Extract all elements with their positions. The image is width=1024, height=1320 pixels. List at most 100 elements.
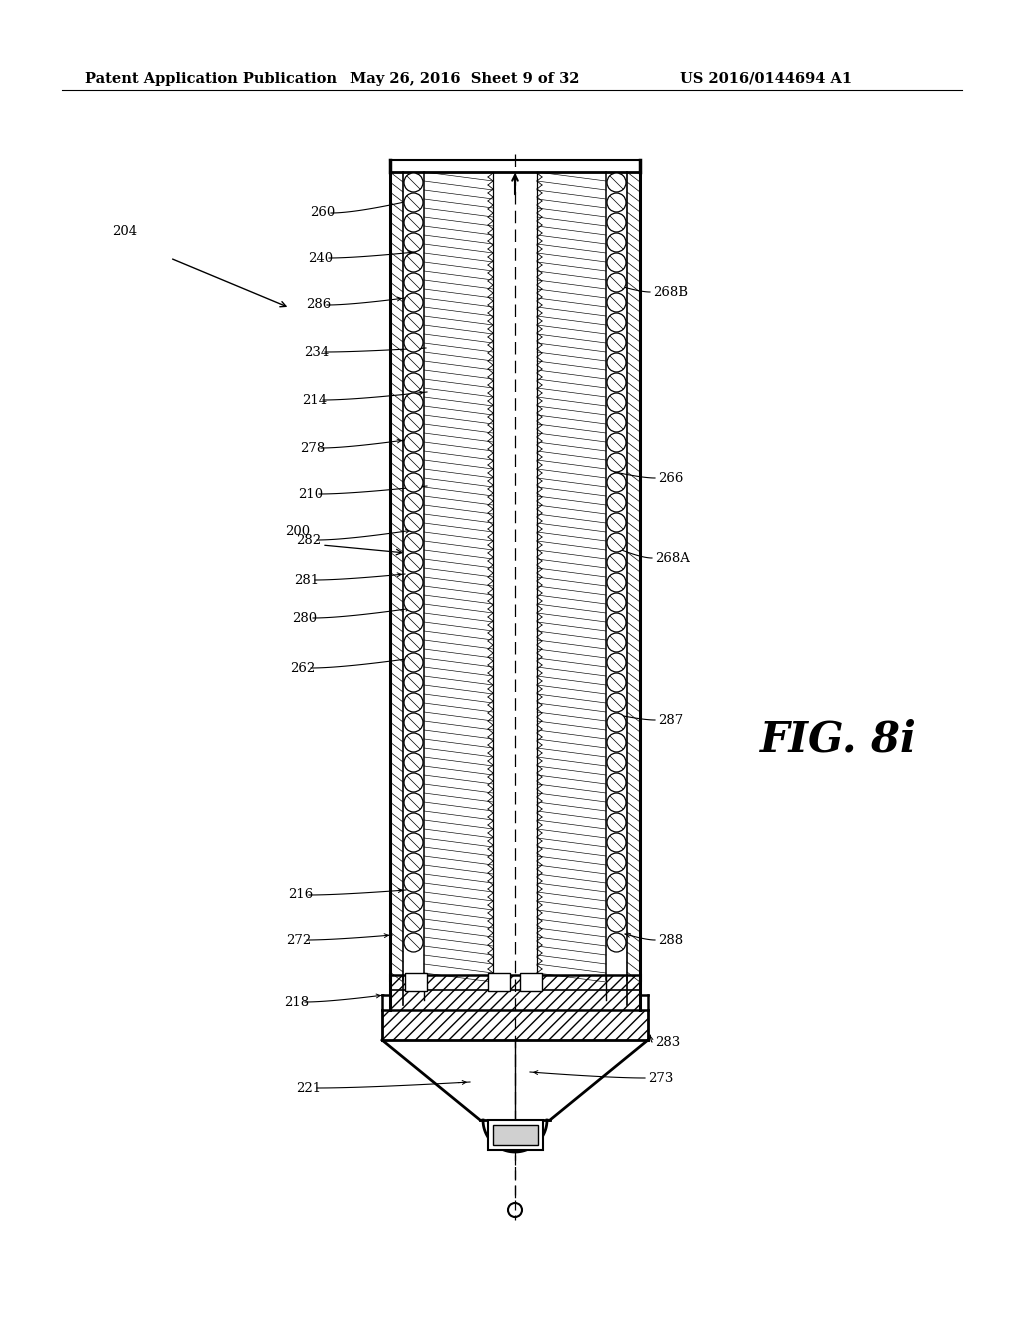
Text: 278: 278 (300, 441, 326, 454)
Circle shape (607, 433, 626, 451)
Text: 280: 280 (292, 611, 317, 624)
Circle shape (607, 612, 626, 632)
Circle shape (607, 533, 626, 552)
Circle shape (404, 293, 423, 312)
Circle shape (607, 913, 626, 932)
Circle shape (607, 894, 626, 912)
Circle shape (607, 234, 626, 252)
Circle shape (607, 752, 626, 772)
Circle shape (607, 273, 626, 292)
Circle shape (404, 492, 423, 512)
Circle shape (607, 634, 626, 652)
Bar (520, 973, 542, 991)
Text: FIG. 8i: FIG. 8i (760, 719, 916, 762)
Circle shape (607, 693, 626, 711)
Circle shape (607, 313, 626, 333)
Circle shape (607, 453, 626, 473)
Circle shape (607, 333, 626, 352)
Bar (488, 1119, 543, 1150)
Circle shape (607, 293, 626, 312)
Circle shape (404, 193, 423, 213)
Circle shape (404, 393, 423, 412)
Text: US 2016/0144694 A1: US 2016/0144694 A1 (680, 73, 852, 86)
Text: 216: 216 (288, 888, 313, 902)
Circle shape (404, 213, 423, 232)
Circle shape (607, 553, 626, 572)
Circle shape (607, 393, 626, 412)
Bar (488, 973, 510, 991)
Circle shape (607, 573, 626, 591)
Text: 268B: 268B (653, 285, 688, 298)
Text: 214: 214 (302, 393, 327, 407)
Circle shape (607, 873, 626, 892)
Circle shape (404, 913, 423, 932)
Circle shape (607, 492, 626, 512)
Circle shape (607, 193, 626, 213)
Circle shape (404, 352, 423, 372)
Circle shape (404, 234, 423, 252)
Bar (493, 1125, 538, 1144)
Circle shape (607, 513, 626, 532)
Circle shape (404, 173, 423, 191)
Circle shape (404, 533, 423, 552)
Circle shape (404, 693, 423, 711)
Text: Patent Application Publication: Patent Application Publication (85, 73, 337, 86)
Circle shape (607, 813, 626, 832)
Circle shape (404, 653, 423, 672)
Text: 240: 240 (308, 252, 333, 264)
Circle shape (404, 433, 423, 451)
Circle shape (607, 774, 626, 792)
Circle shape (607, 213, 626, 232)
Text: 262: 262 (290, 661, 315, 675)
Circle shape (404, 774, 423, 792)
Circle shape (404, 473, 423, 492)
Circle shape (404, 553, 423, 572)
Circle shape (607, 653, 626, 672)
Text: 287: 287 (658, 714, 683, 726)
Circle shape (607, 833, 626, 851)
Circle shape (607, 733, 626, 752)
Bar (406, 973, 427, 991)
Circle shape (607, 413, 626, 432)
Circle shape (404, 313, 423, 333)
Circle shape (404, 413, 423, 432)
Circle shape (404, 733, 423, 752)
Text: 200: 200 (285, 525, 310, 539)
Text: 266: 266 (658, 471, 683, 484)
Text: 218: 218 (284, 995, 309, 1008)
Text: 281: 281 (294, 573, 319, 586)
Circle shape (404, 873, 423, 892)
Circle shape (607, 173, 626, 191)
Text: May 26, 2016  Sheet 9 of 32: May 26, 2016 Sheet 9 of 32 (350, 73, 580, 86)
Circle shape (607, 253, 626, 272)
Circle shape (404, 333, 423, 352)
Circle shape (607, 713, 626, 733)
Text: 260: 260 (310, 206, 335, 219)
Text: 273: 273 (648, 1072, 674, 1085)
Circle shape (607, 374, 626, 392)
Text: 234: 234 (304, 346, 330, 359)
Circle shape (404, 593, 423, 612)
Text: 210: 210 (298, 487, 324, 500)
Text: 204: 204 (112, 224, 137, 238)
Circle shape (607, 793, 626, 812)
Text: 283: 283 (655, 1035, 680, 1048)
Text: 272: 272 (286, 933, 311, 946)
Circle shape (607, 473, 626, 492)
Bar (390, 975, 640, 1010)
Text: 288: 288 (658, 933, 683, 946)
Circle shape (404, 752, 423, 772)
Text: 282: 282 (296, 533, 322, 546)
Text: 221: 221 (296, 1081, 322, 1094)
Circle shape (404, 513, 423, 532)
Circle shape (404, 833, 423, 851)
Circle shape (404, 933, 423, 952)
Circle shape (404, 793, 423, 812)
Circle shape (607, 593, 626, 612)
Text: 286: 286 (306, 298, 331, 312)
Circle shape (404, 673, 423, 692)
Circle shape (404, 253, 423, 272)
Circle shape (404, 894, 423, 912)
Circle shape (404, 573, 423, 591)
Circle shape (404, 713, 423, 733)
